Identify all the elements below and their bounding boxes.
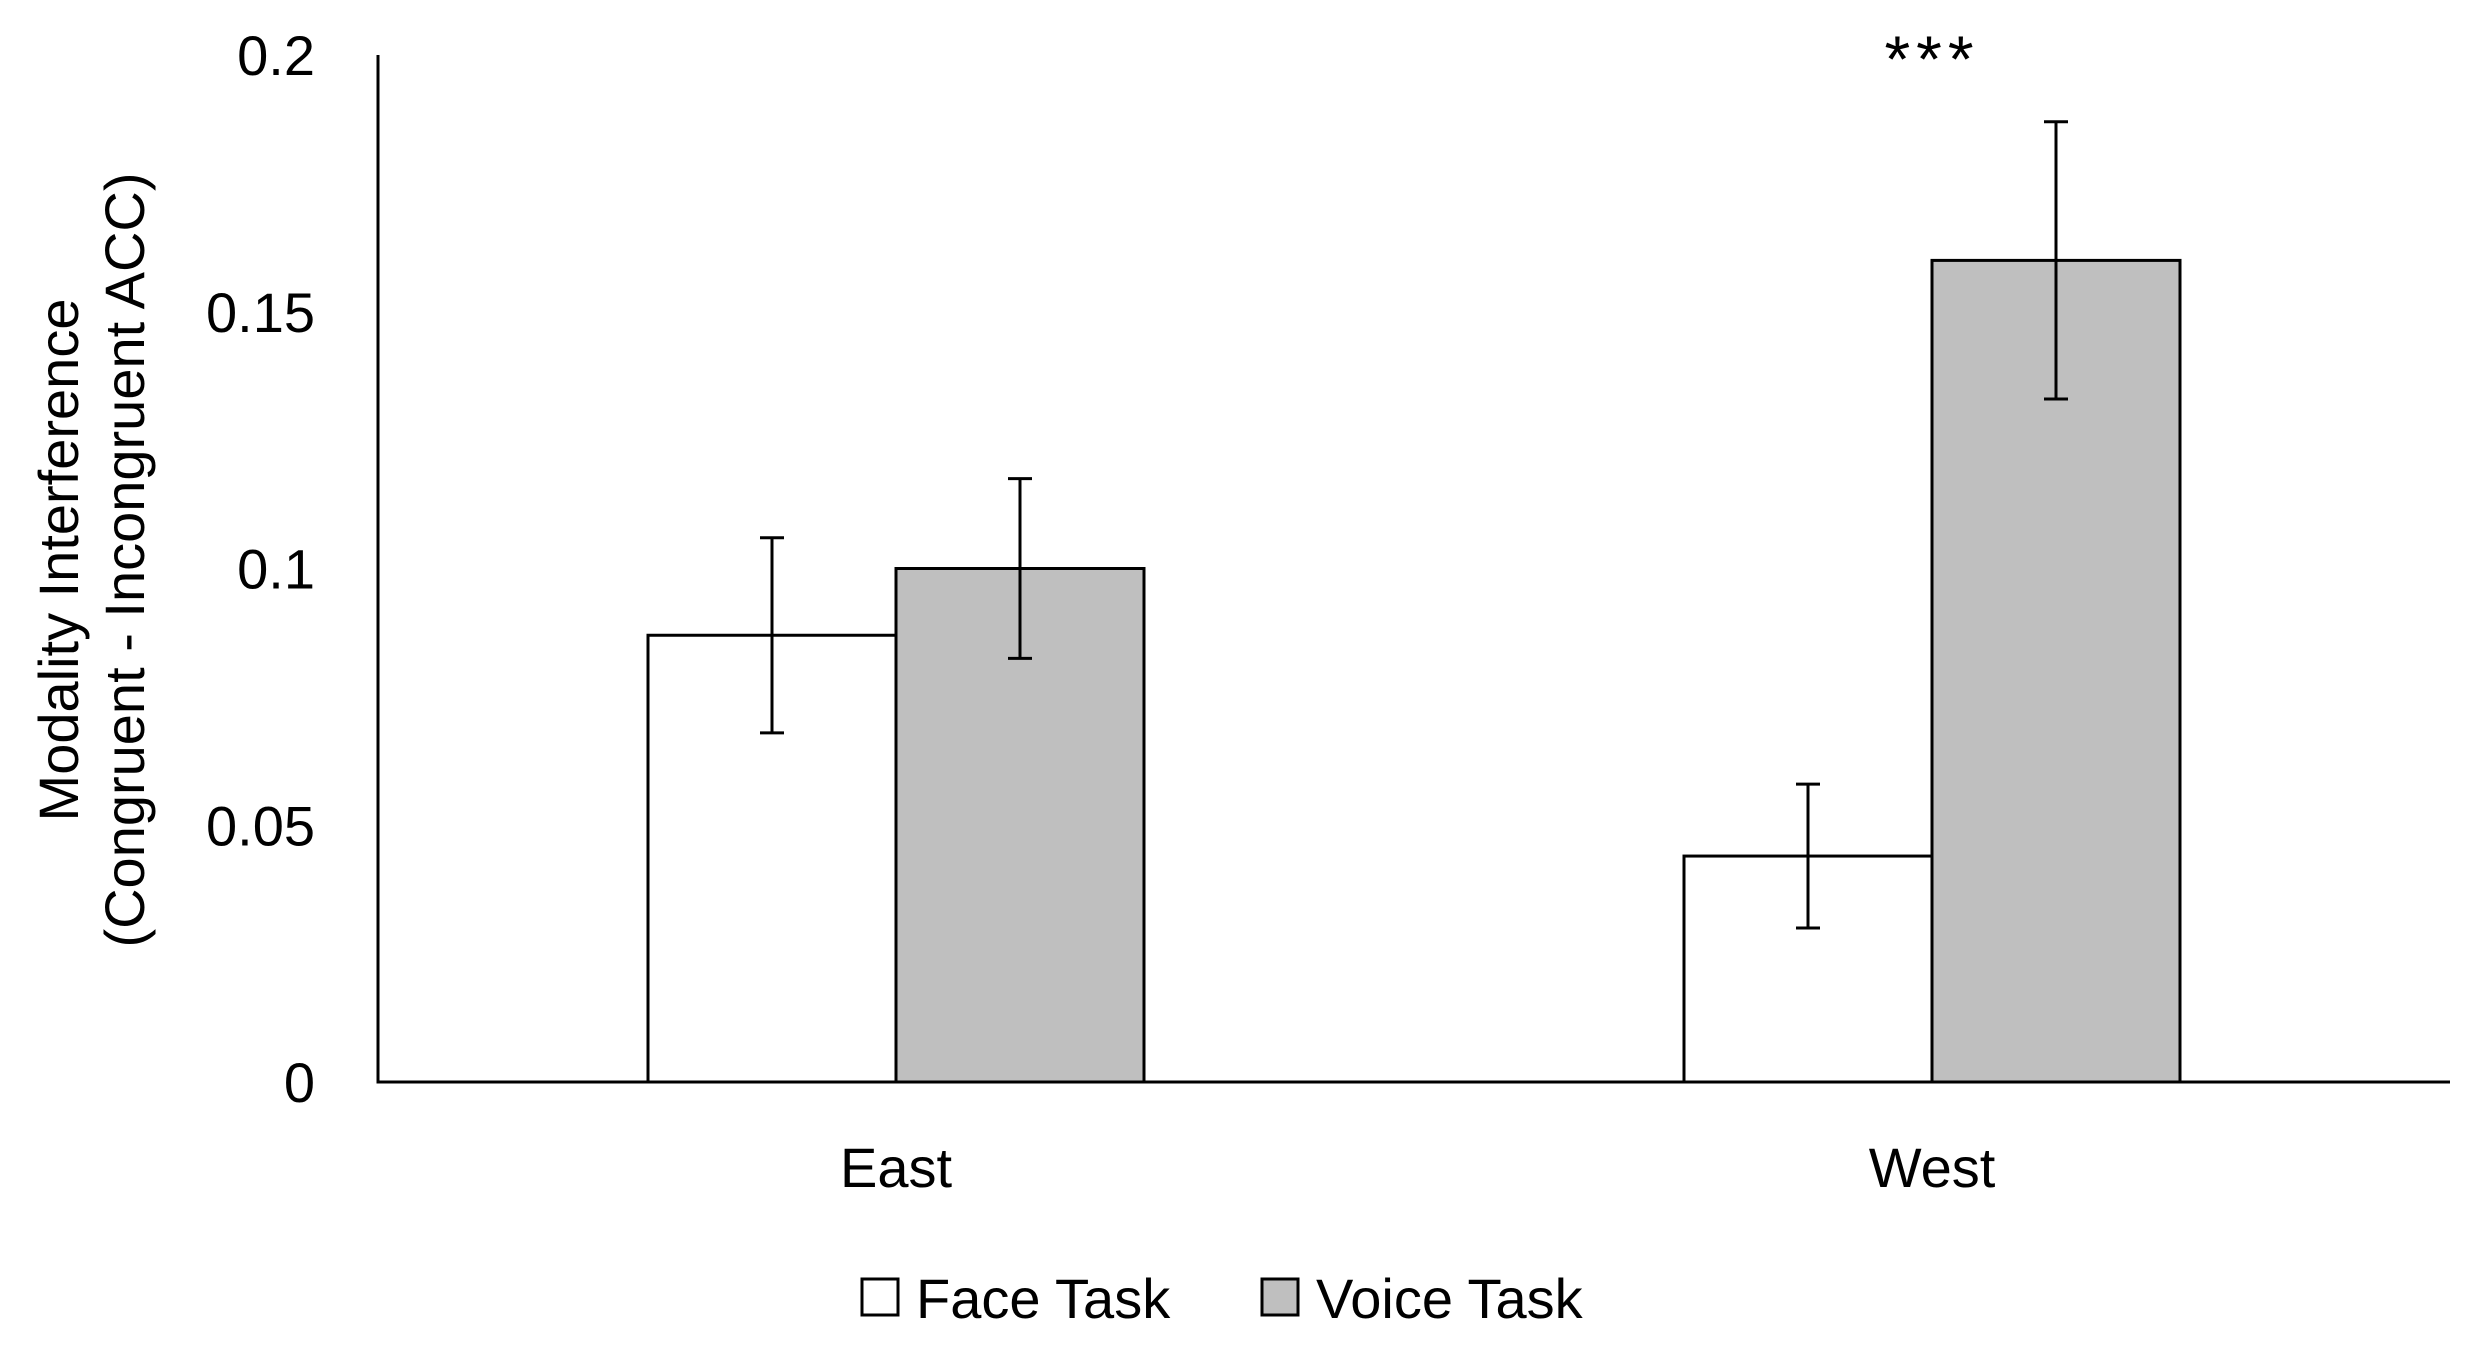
legend-label-face-task: Face Task <box>916 1267 1171 1330</box>
axes <box>376 55 2450 1084</box>
y-tick-label: 0.2 <box>237 24 315 87</box>
y-tick-label: 0.05 <box>206 794 315 857</box>
legend-label-voice-task: Voice Task <box>1316 1267 1584 1330</box>
legend: Face Task Voice Task <box>860 1267 1584 1330</box>
y-axis-title-line-2: (Congruent - Incongruent ACC) <box>93 172 156 947</box>
x-tick-label-west: West <box>1869 1136 1996 1199</box>
y-tick-label: 0.1 <box>237 538 315 601</box>
x-axis-tick-labels: East West <box>840 1136 1996 1199</box>
y-axis-title: Modality Interference (Congruent - Incong… <box>27 172 156 947</box>
legend-swatch-face-task <box>860 1277 900 1317</box>
significance-annotation: *** <box>1884 22 1979 96</box>
bars <box>646 258 2182 1084</box>
y-axis-title-line-1: Modality Interference <box>27 299 90 822</box>
x-tick-label-east: East <box>840 1136 952 1199</box>
y-axis-tick-labels: 0 0.05 0.1 0.15 0.2 <box>206 24 315 1114</box>
y-tick-label: 0 <box>284 1051 315 1114</box>
legend-swatch-voice-task <box>1260 1277 1300 1317</box>
y-tick-label: 0.15 <box>206 281 315 344</box>
annotations: *** <box>1884 22 1979 96</box>
error-bars <box>760 120 2068 930</box>
